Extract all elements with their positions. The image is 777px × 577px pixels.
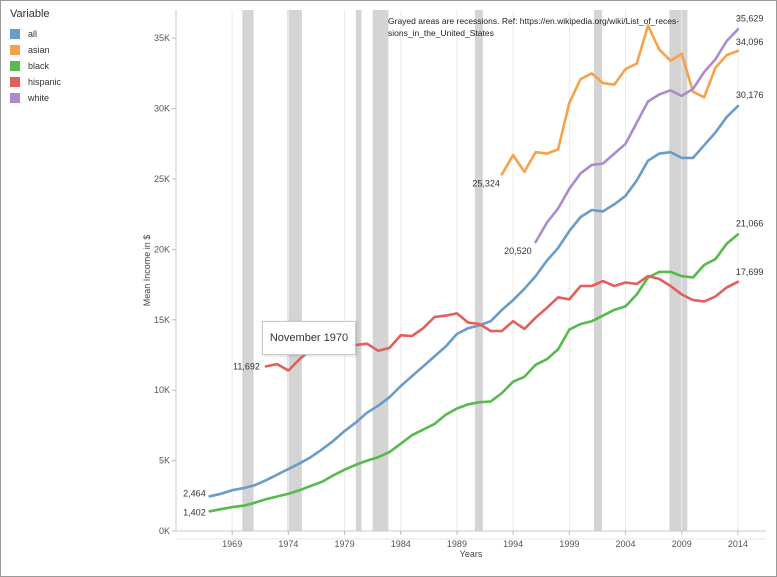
recession-note: sions_in_the_United_States [388,28,494,38]
legend: Variable all asian black hispanic white [10,8,140,106]
y-tick-label: 0K [159,526,170,536]
x-tick-label: 1974 [278,539,298,549]
y-tick-label: 25K [154,174,170,184]
legend-item-hispanic[interactable]: hispanic [10,74,140,90]
recession-band [669,10,688,531]
y-tick-label: 35K [154,33,170,43]
tooltip-text: November 1970 [269,332,349,344]
legend-label: white [28,93,50,103]
series-line-asian [500,24,740,176]
x-tick-label: 1999 [559,539,579,549]
tooltip: November 1970 [262,321,356,355]
x-tick-label: 2004 [616,539,636,549]
y-tick-label: 15K [154,315,170,325]
legend-label: hispanic [28,77,62,87]
x-tick-label: 1994 [503,539,523,549]
legend-label: all [28,29,38,39]
x-tick-label: 1984 [391,539,411,549]
recession-band [594,10,602,531]
legend-label: asian [28,45,50,55]
legend-swatch [10,29,20,39]
legend-item-black[interactable]: black [10,58,140,74]
legend-item-white[interactable]: white [10,90,140,106]
y-tick-label: 20K [154,244,170,254]
recession-band [474,10,483,531]
series-start-label: 1,402 [183,507,206,517]
series-line-all [208,104,740,498]
x-tick-label: 2009 [672,539,692,549]
series-end-label: 17,699 [736,267,764,277]
y-tick-label: 10K [154,385,170,395]
x-tick-label: 1979 [335,539,355,549]
legend-items: all asian black hispanic white [10,26,140,106]
legend-item-asian[interactable]: asian [10,42,140,58]
legend-swatch [10,61,20,71]
y-axis-title: Mean Income in $ [142,235,152,307]
x-tick-label: 2014 [728,539,748,549]
legend-swatch [10,45,20,55]
series-end-label: 34,096 [736,37,764,47]
x-tick-label: 1969 [222,539,242,549]
series-end-label: 21,066 [736,218,764,228]
series-start-label: 20,520 [504,246,532,256]
series-start-label: 11,692 [233,361,260,371]
x-axis-title: Years [460,549,483,559]
x-tick-label: 1989 [447,539,467,549]
series-end-label: 35,629 [736,13,764,23]
recession-note: Grayed areas are recessions. Ref: https:… [388,16,679,26]
series-end-label: 30,176 [736,90,764,100]
legend-title: Variable [10,8,50,20]
recession-band [287,10,302,531]
series-line-white [534,27,740,244]
recession-band [355,10,362,531]
legend-swatch [10,93,20,103]
recession-band [242,10,254,531]
legend-swatch [10,77,20,87]
y-tick-label: 5K [159,456,170,466]
series-start-label: 2,464 [183,488,206,498]
legend-item-all[interactable]: all [10,26,140,42]
series-start-label: 25,324 [472,178,500,188]
y-tick-label: 30K [154,104,170,114]
legend-label: black [28,61,50,71]
